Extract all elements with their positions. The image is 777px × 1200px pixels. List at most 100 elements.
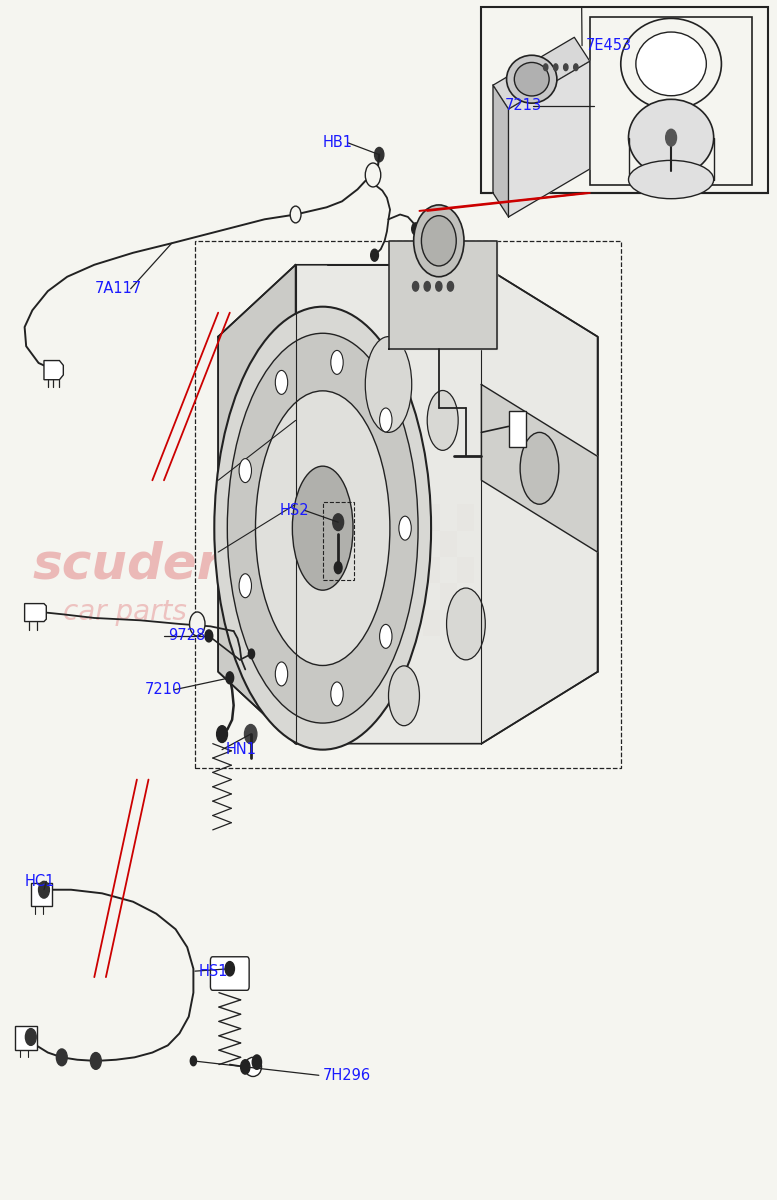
Text: scuderia: scuderia — [33, 540, 273, 588]
Ellipse shape — [514, 62, 549, 96]
Polygon shape — [388, 241, 497, 348]
Bar — [31, 882, 53, 906]
Ellipse shape — [447, 588, 486, 660]
Ellipse shape — [629, 100, 713, 176]
Circle shape — [333, 514, 343, 530]
Bar — [590, 17, 752, 185]
Bar — [457, 504, 474, 530]
Ellipse shape — [331, 350, 343, 374]
Circle shape — [375, 148, 384, 162]
Circle shape — [436, 282, 442, 292]
Polygon shape — [25, 604, 47, 622]
Bar — [406, 530, 423, 557]
Text: 7213: 7213 — [504, 98, 542, 113]
Ellipse shape — [399, 516, 411, 540]
Ellipse shape — [507, 55, 557, 103]
Circle shape — [563, 64, 568, 71]
Circle shape — [365, 163, 381, 187]
Polygon shape — [218, 265, 295, 744]
Bar — [388, 557, 406, 583]
Bar — [16, 1026, 37, 1050]
Text: HN1: HN1 — [226, 742, 257, 757]
Bar — [440, 583, 457, 610]
Circle shape — [543, 64, 548, 71]
Circle shape — [225, 961, 235, 976]
Bar — [457, 557, 474, 583]
Ellipse shape — [275, 662, 287, 686]
Ellipse shape — [245, 1057, 262, 1076]
Circle shape — [448, 282, 454, 292]
Ellipse shape — [520, 432, 559, 504]
Text: 7A117: 7A117 — [94, 281, 141, 296]
Text: 7H296: 7H296 — [322, 1068, 371, 1082]
Circle shape — [553, 64, 558, 71]
Circle shape — [190, 1056, 197, 1066]
Polygon shape — [493, 37, 590, 109]
Circle shape — [290, 206, 301, 223]
Circle shape — [334, 562, 342, 574]
Ellipse shape — [256, 391, 390, 666]
Bar — [457, 610, 474, 636]
Polygon shape — [508, 61, 590, 217]
Circle shape — [666, 130, 677, 146]
Ellipse shape — [228, 334, 418, 724]
Bar — [423, 610, 440, 636]
Circle shape — [217, 726, 228, 743]
Ellipse shape — [413, 205, 464, 277]
Ellipse shape — [380, 408, 392, 432]
Circle shape — [90, 1052, 101, 1069]
Polygon shape — [493, 85, 508, 217]
Ellipse shape — [365, 337, 412, 432]
Circle shape — [249, 649, 255, 659]
Circle shape — [374, 172, 380, 181]
Text: HS1: HS1 — [199, 964, 228, 979]
Bar — [440, 530, 457, 557]
Ellipse shape — [388, 666, 420, 726]
Polygon shape — [44, 360, 64, 379]
Ellipse shape — [275, 371, 287, 395]
Circle shape — [190, 612, 205, 636]
Circle shape — [424, 282, 430, 292]
Bar — [195, 241, 621, 768]
Text: HS2: HS2 — [280, 503, 310, 517]
Text: 9728: 9728 — [168, 629, 205, 643]
Bar — [482, 7, 768, 193]
Circle shape — [412, 223, 420, 235]
Ellipse shape — [636, 32, 706, 96]
Bar — [508, 410, 525, 446]
Ellipse shape — [239, 458, 252, 482]
Polygon shape — [218, 265, 598, 744]
Bar — [406, 583, 423, 610]
Circle shape — [573, 64, 578, 71]
Ellipse shape — [292, 466, 353, 590]
Circle shape — [205, 630, 213, 642]
Bar — [423, 557, 440, 583]
Circle shape — [253, 1055, 262, 1069]
Circle shape — [413, 282, 419, 292]
Ellipse shape — [239, 574, 252, 598]
Bar — [322, 502, 354, 580]
Text: car parts: car parts — [64, 598, 187, 626]
Bar — [388, 504, 406, 530]
FancyBboxPatch shape — [211, 956, 249, 990]
Circle shape — [26, 1028, 37, 1045]
Ellipse shape — [621, 18, 721, 109]
Circle shape — [241, 1060, 250, 1074]
Ellipse shape — [427, 390, 458, 450]
Ellipse shape — [421, 216, 456, 266]
Ellipse shape — [214, 307, 431, 750]
Polygon shape — [482, 384, 598, 552]
Bar — [388, 610, 406, 636]
Ellipse shape — [380, 624, 392, 648]
Text: 7E453: 7E453 — [586, 38, 632, 53]
Bar — [423, 504, 440, 530]
Circle shape — [245, 725, 257, 744]
Circle shape — [226, 672, 234, 684]
Text: HB1: HB1 — [322, 136, 353, 150]
Ellipse shape — [331, 682, 343, 706]
Circle shape — [57, 1049, 67, 1066]
Text: 7210: 7210 — [145, 683, 182, 697]
Circle shape — [39, 881, 50, 898]
Text: HC1: HC1 — [25, 874, 55, 889]
Circle shape — [371, 250, 378, 262]
